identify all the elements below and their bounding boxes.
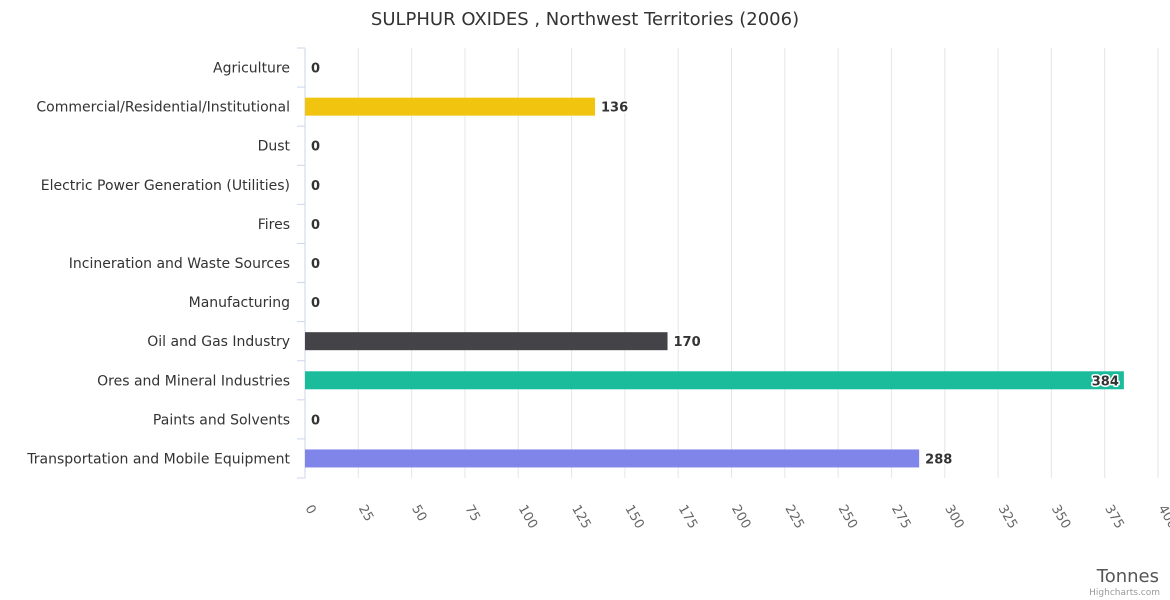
chart-title: SULPHUR OXIDES , Northwest Territories (… (371, 9, 799, 30)
data-label: 0 (311, 413, 320, 428)
category-labels: Agriculture Commercial/Residential/Instit… (26, 61, 290, 468)
data-label: 0 (311, 257, 320, 272)
bar[interactable] (305, 332, 668, 351)
x-tick-label: 0 (302, 503, 319, 518)
x-tick-label: 250 (835, 503, 860, 532)
x-tick-label: 225 (781, 503, 806, 532)
category-label: Agriculture (213, 61, 290, 77)
category-label: Ores and Mineral Industries (97, 373, 290, 389)
x-tick-label: 400 (1155, 503, 1170, 532)
grid-lines (297, 47, 1159, 479)
category-label: Transportation and Mobile Equipment (26, 451, 290, 467)
data-label: 0 (311, 179, 320, 194)
x-tick-label: 325 (995, 503, 1020, 532)
bar[interactable] (305, 371, 1124, 390)
x-tick-label: 375 (1101, 503, 1126, 532)
data-label: 0 (311, 140, 320, 155)
x-tick-label: 200 (728, 503, 753, 532)
category-label: Oil and Gas Industry (147, 334, 290, 350)
data-label: 384 (1092, 374, 1119, 389)
x-tick-label: 50 (408, 503, 429, 525)
bars (305, 97, 1124, 468)
data-label: 170 (674, 335, 701, 350)
data-label: 288 (925, 452, 952, 467)
data-label: 0 (311, 62, 320, 77)
x-tick-label: 75 (461, 503, 482, 525)
category-label: Manufacturing (189, 295, 290, 311)
bar[interactable] (305, 97, 596, 116)
category-label: Dust (258, 139, 291, 155)
category-label: Electric Power Generation (Utilities) (41, 178, 290, 194)
category-label: Paints and Solvents (153, 412, 290, 428)
x-axis-ticks: 0 25 50 75 100 125 150 175 200 225 250 275 300 325 350… (302, 503, 1170, 532)
x-tick-label: 125 (568, 503, 593, 532)
data-label: 136 (601, 101, 628, 116)
bar[interactable] (305, 449, 920, 468)
x-tick-label: 275 (888, 503, 913, 532)
x-tick-label: 175 (675, 503, 700, 532)
category-label: Fires (258, 217, 290, 233)
credits[interactable]: Highcharts.com (1089, 588, 1160, 598)
data-label: 0 (311, 218, 320, 233)
value-axis-title: Tonnes (1096, 566, 1159, 587)
x-tick-label: 100 (515, 503, 540, 532)
category-label: Commercial/Residential/Institutional (36, 100, 290, 116)
data-label: 0 (311, 296, 320, 311)
x-tick-label: 150 (621, 503, 646, 532)
x-tick-label: 350 (1048, 503, 1073, 532)
category-label: Incineration and Waste Sources (69, 256, 290, 272)
x-tick-label: 25 (355, 503, 376, 525)
data-labels: 0 136 0 0 0 0 0 170 384 0 288 (310, 60, 1121, 469)
x-tick-label: 300 (941, 503, 966, 532)
